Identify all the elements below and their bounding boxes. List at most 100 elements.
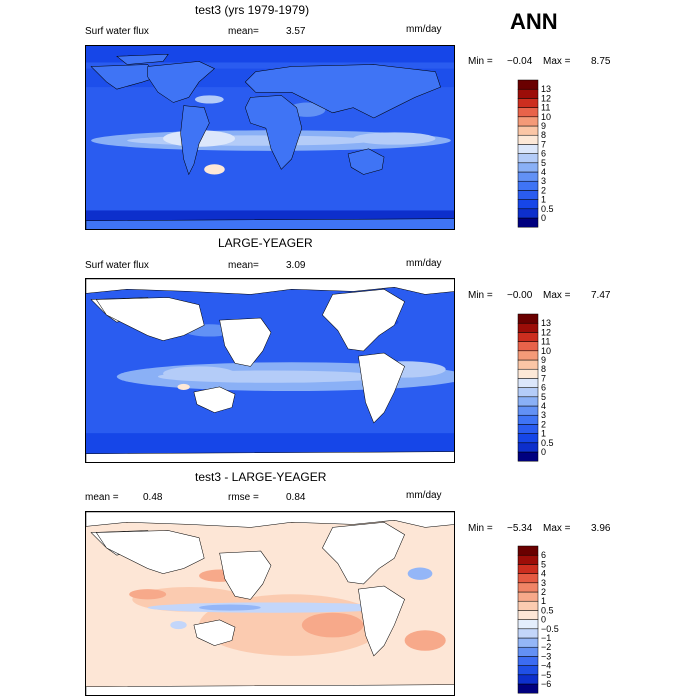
colorbar-box bbox=[517, 332, 539, 342]
colorbar-box bbox=[517, 619, 539, 630]
panel1-min-value: −0.04 bbox=[507, 56, 533, 67]
colorbar-tick-label: 10 bbox=[541, 346, 551, 356]
colorbar-box bbox=[517, 313, 539, 324]
panel2-variable-label: Surf water flux bbox=[85, 260, 149, 271]
colorbar-box bbox=[517, 591, 539, 602]
colorbar-box bbox=[517, 98, 539, 108]
colorbar-tick-label: 9 bbox=[541, 121, 546, 131]
colorbar-box bbox=[517, 405, 539, 416]
colorbar-tick-label: 13 bbox=[541, 318, 551, 328]
colorbar-box bbox=[517, 144, 539, 154]
colorbar-tick-label: 6 bbox=[541, 550, 546, 560]
colorbar-box bbox=[517, 600, 539, 611]
colorbar-tick-label: 11 bbox=[541, 103, 550, 113]
colorbar-tick-label: 0.5 bbox=[541, 605, 554, 615]
panel3-mean-label: mean = bbox=[85, 492, 119, 503]
colorbar-box bbox=[517, 341, 539, 352]
colorbar-box bbox=[517, 582, 539, 593]
colorbar-box bbox=[517, 79, 539, 90]
colorbar-tick-label: 12 bbox=[541, 327, 551, 337]
colorbar-tick-label: 12 bbox=[541, 93, 551, 103]
panel1-colorbar: 0 0.5 1 2 3 4 5 6 7 8 9 10 11 12 13 bbox=[517, 79, 578, 229]
colorbar-tick-label: 2 bbox=[541, 419, 546, 429]
colorbar-tick-label: 3 bbox=[541, 578, 546, 588]
colorbar-box bbox=[517, 442, 539, 453]
colorbar-tick-label: 4 bbox=[541, 167, 546, 177]
colorbar-tick-label: 4 bbox=[541, 401, 546, 411]
panel2-colorbar: 0 0.5 1 2 3 4 5 6 7 8 9 10 11 12 13 bbox=[517, 313, 578, 463]
colorbar-tick-label: 4 bbox=[541, 569, 546, 579]
panel1-mean-value: 3.57 bbox=[286, 26, 306, 37]
panel3-map bbox=[85, 511, 455, 696]
colorbar-tick-label: −2 bbox=[541, 642, 551, 652]
colorbar-tick-label: 7 bbox=[541, 373, 546, 383]
colorbar-tick-label: −4 bbox=[541, 661, 551, 671]
colorbar-box bbox=[517, 424, 539, 434]
colorbar-tick-label: 5 bbox=[541, 392, 546, 402]
colorbar-box bbox=[517, 217, 539, 228]
panel3-min-label: Min = bbox=[468, 523, 493, 534]
colorbar-box bbox=[517, 134, 539, 145]
panel2-title: LARGE-YEAGER bbox=[218, 236, 313, 250]
colorbar-box bbox=[517, 208, 539, 219]
colorbar-box bbox=[517, 162, 539, 173]
panel2-max-value: 7.47 bbox=[591, 290, 611, 301]
colorbar-box bbox=[517, 116, 539, 127]
season-label: ANN bbox=[510, 9, 558, 34]
colorbar-tick-label: 2 bbox=[541, 587, 546, 597]
panel3-units: mm/day bbox=[406, 490, 442, 501]
panel2-min-label: Min = bbox=[468, 290, 493, 301]
colorbar-tick-label: 0 bbox=[541, 213, 546, 223]
panel1-max-label: Max = bbox=[543, 56, 571, 67]
colorbar-tick-label: 3 bbox=[541, 176, 546, 186]
colorbar-tick-label: 3 bbox=[541, 410, 546, 420]
colorbar-tick-label: 11 bbox=[541, 337, 550, 347]
colorbar-box bbox=[517, 396, 539, 407]
colorbar-tick-label: 0.5 bbox=[541, 438, 554, 448]
colorbar-tick-label: 1 bbox=[541, 429, 546, 439]
colorbar-box bbox=[517, 190, 539, 200]
colorbar-box bbox=[517, 451, 539, 462]
colorbar-box bbox=[517, 359, 539, 370]
colorbar-tick-label: −6 bbox=[541, 679, 551, 689]
colorbar-tick-label: 6 bbox=[541, 149, 546, 159]
colorbar-box bbox=[517, 545, 539, 556]
colorbar-tick-label: 9 bbox=[541, 355, 546, 365]
colorbar-tick-label: 1 bbox=[541, 596, 546, 606]
colorbar-box bbox=[517, 573, 539, 584]
colorbar-box bbox=[517, 322, 539, 333]
panel1-title: test3 (yrs 1979-1979) bbox=[195, 3, 310, 17]
colorbar-box bbox=[517, 433, 539, 444]
colorbar-box bbox=[517, 180, 539, 191]
panel2-max-label: Max = bbox=[543, 290, 571, 301]
colorbar-box bbox=[517, 153, 539, 164]
panel2-min-value: −0.00 bbox=[507, 290, 533, 301]
panel3-colorbar: −6 −5 −4 −3 −2 −1 −0.5 0 0.5 1 2 3 4 5 6 bbox=[517, 545, 578, 695]
panel1-variable-label: Surf water flux bbox=[85, 26, 149, 37]
panel2-mean-label: mean= bbox=[228, 260, 259, 271]
panel3-rmse-label: rmse = bbox=[228, 492, 259, 503]
colorbar-box bbox=[517, 646, 539, 657]
colorbar-tick-label: 1 bbox=[541, 195, 546, 205]
colorbar-box bbox=[517, 628, 539, 639]
colorbar-box bbox=[517, 378, 539, 388]
panel1-min-label: Min = bbox=[468, 56, 493, 67]
colorbar-tick-label: 0.5 bbox=[541, 204, 554, 214]
colorbar-tick-label: 6 bbox=[541, 383, 546, 393]
colorbar-tick-label: −5 bbox=[541, 670, 551, 680]
colorbar-box bbox=[517, 387, 539, 398]
colorbar-box bbox=[517, 656, 539, 666]
colorbar-tick-label: 7 bbox=[541, 139, 546, 149]
panel3-mean-value: 0.48 bbox=[143, 492, 163, 503]
colorbar-tick-label: 0 bbox=[541, 447, 546, 457]
panel3-rmse-value: 0.84 bbox=[286, 492, 306, 503]
colorbar-box bbox=[517, 637, 539, 648]
panel3-max-value: 3.96 bbox=[591, 523, 611, 534]
panel1-max-value: 8.75 bbox=[591, 56, 611, 67]
colorbar-box bbox=[517, 368, 539, 379]
colorbar-box bbox=[517, 674, 539, 685]
colorbar-box bbox=[517, 88, 539, 99]
colorbar-tick-label: 8 bbox=[541, 130, 546, 140]
panel2-mean-value: 3.09 bbox=[286, 260, 306, 271]
panel3-max-label: Max = bbox=[543, 523, 571, 534]
